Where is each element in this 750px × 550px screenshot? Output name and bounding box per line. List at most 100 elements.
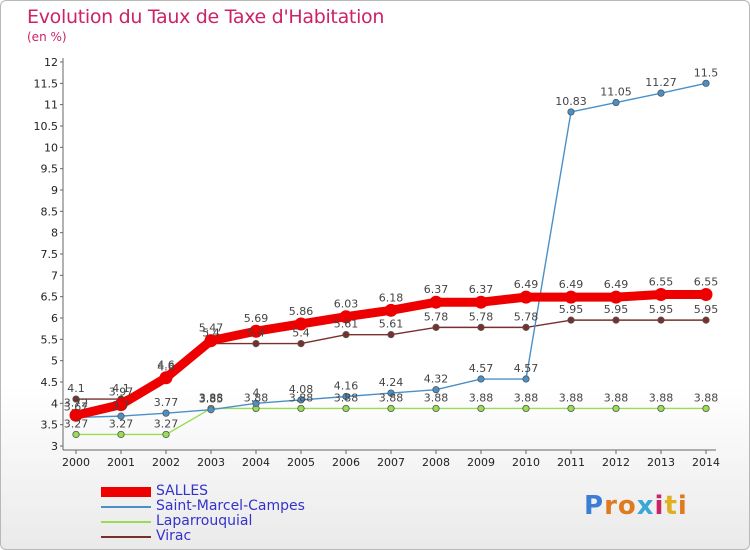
data-label-saint-marcel-campes: 10.83 [555,95,587,108]
data-point-salles [249,324,263,338]
data-label-virac: 5.4 [202,327,220,340]
data-label-virac: 5.95 [694,303,719,316]
data-label-salles: 3.72 [64,396,89,409]
data-label-saint-marcel-campes: 11.5 [694,66,719,79]
x-tick-label: 2003 [197,456,225,469]
x-tick-label: 2007 [377,456,405,469]
proxiti-logo: Proxiti [584,491,688,521]
x-tick-label: 2010 [512,456,540,469]
data-point-saint-marcel-campes [342,392,350,401]
data-point-laparrouquial [117,430,125,439]
data-point-virac [657,316,665,324]
x-tick-label: 2011 [557,456,585,469]
data-label-saint-marcel-campes: 3.77 [154,396,179,409]
y-tick-label: 11.5 [34,77,59,90]
data-point-salles [114,398,128,412]
data-point-laparrouquial [657,404,665,413]
logo-letter: r [604,491,618,521]
data-label-laparrouquial: 3.88 [424,391,449,404]
legend-label: Laparrouquial [156,513,253,529]
series-salles [69,288,713,422]
legend-swatch [101,521,151,523]
data-label-laparrouquial: 3.88 [514,391,539,404]
y-axis-unit-label: (en %) [27,30,67,44]
data-label-saint-marcel-campes: 4.32 [424,373,449,386]
data-label-salles: 6.03 [334,298,359,311]
logo-letter: o [617,491,637,521]
legend-swatch [101,487,151,497]
x-tick-label: 2004 [242,456,270,469]
data-point-saint-marcel-campes [702,79,710,87]
data-label-salles: 6.37 [469,283,494,296]
data-label-laparrouquial: 3.88 [559,391,584,404]
data-label-laparrouquial: 3.27 [154,417,179,430]
data-label-virac: 4.1 [67,382,85,395]
data-point-salles [384,303,398,317]
legend-swatch [101,506,151,508]
data-label-laparrouquial: 3.27 [64,417,89,430]
data-label-saint-marcel-campes: 11.27 [645,76,677,89]
data-point-laparrouquial [297,404,305,413]
data-point-laparrouquial [342,404,350,413]
data-point-salles [294,317,308,331]
data-label-salles: 6.49 [514,278,539,291]
y-tick-label: 11 [44,99,58,112]
logo-letter: i [654,491,665,521]
data-point-salles [339,310,353,324]
data-label-virac: 5.4 [247,327,265,340]
data-point-virac [252,339,260,348]
data-point-laparrouquial [72,430,80,439]
x-tick-label: 2000 [62,456,90,469]
data-label-laparrouquial: 3.88 [289,391,314,404]
data-point-salles [429,295,443,309]
x-tick-label: 2006 [332,456,360,469]
data-point-virac [477,323,485,331]
data-label-virac: 5.95 [559,303,584,316]
legend-swatch [101,536,151,538]
data-point-saint-marcel-campes [522,375,530,383]
data-point-laparrouquial [612,404,620,413]
data-point-salles [519,290,533,304]
data-label-virac: 5.4 [292,327,310,340]
data-label-salles: 6.49 [559,278,584,291]
y-tick-label: 4.5 [41,376,59,389]
data-point-salles [609,290,623,304]
data-point-salles [564,290,578,304]
data-label-laparrouquial: 3.88 [379,391,404,404]
data-point-virac [567,316,575,324]
data-label-saint-marcel-campes: 3.67 [64,400,89,413]
data-point-virac [297,339,305,348]
series-layer [69,79,713,439]
data-label-virac: 5.95 [604,303,629,316]
data-label-salles: 6.18 [379,291,404,304]
data-point-virac [612,316,620,324]
data-label-saint-marcel-campes: 4.57 [469,362,494,375]
chart-title: Evolution du Taux de Taxe d'Habitation [27,6,385,28]
data-label-virac: 5.61 [334,318,359,331]
data-label-salles: 6.37 [424,283,449,296]
data-label-laparrouquial: 3.88 [469,391,494,404]
data-label-saint-marcel-campes: 4 [253,386,260,399]
data-label-saint-marcel-campes: 4.57 [514,362,539,375]
y-tick-label: 6 [51,312,58,325]
x-tick-label: 2001 [107,456,135,469]
x-tick-label: 2009 [467,456,495,469]
x-tick-label: 2014 [692,456,720,469]
data-label-saint-marcel-campes: 3.7 [112,399,130,412]
data-point-saint-marcel-campes [657,89,665,97]
data-label-laparrouquial: 3.88 [334,391,359,404]
y-tick-label: 9.5 [41,163,59,176]
data-point-laparrouquial [387,404,395,413]
y-tick-label: 3.5 [41,419,59,432]
data-point-virac [72,395,80,403]
data-label-laparrouquial: 3.88 [694,391,719,404]
data-point-saint-marcel-campes [117,412,125,420]
data-point-laparrouquial [432,404,440,413]
data-labels-layer: 3.72 3.97 4.6 5.47 5.69 5.86 6.03 6.18 6.37 6.37 6… [64,66,719,430]
logo-letter: x [636,491,655,521]
data-label-laparrouquial: 3.88 [244,391,269,404]
logo-letter: i [677,491,688,521]
data-label-virac: 5.78 [514,310,539,323]
y-tick-label: 5 [51,355,58,368]
